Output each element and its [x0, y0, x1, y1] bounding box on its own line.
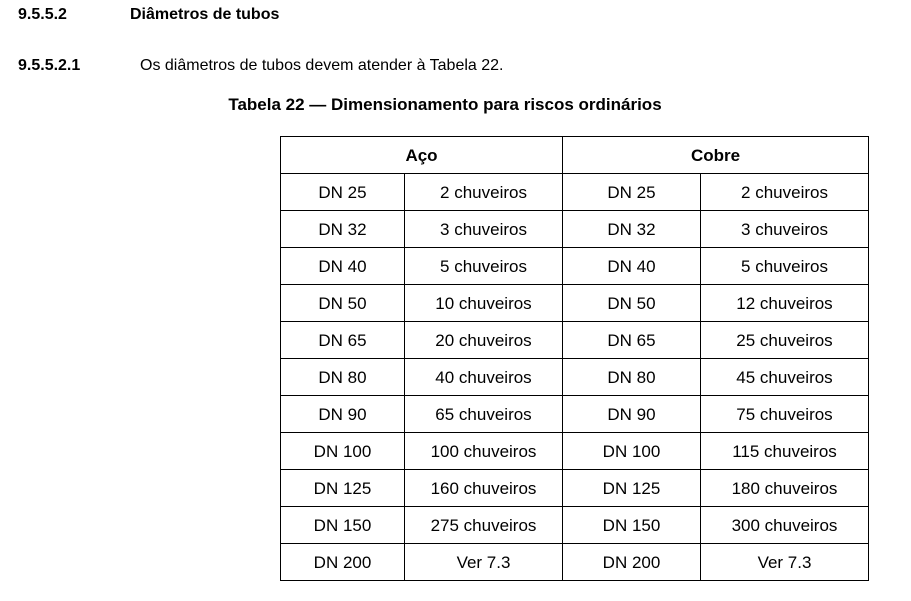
cell-cobre-dn: DN 40: [562, 247, 701, 285]
table-body: DN 25 2 chuveiros DN 25 2 chuveiros DN 32 3 c…: [280, 173, 869, 581]
cell-cobre-quantity: 5 chuveiros: [700, 247, 869, 285]
column-group-header-aco: Aço: [280, 136, 563, 174]
dimensionamento-table: Aço Cobre DN 25 2 chuveiros DN 25 2 chuveir…: [280, 136, 869, 581]
clause-9-5-5-2: 9.5.5.2 Diâmetros de tubos: [18, 6, 279, 24]
cell-aco-dn: DN 65: [280, 321, 405, 359]
table-row: DN 32 3 chuveiros DN 32 3 chuveiros: [280, 210, 869, 248]
cell-cobre-quantity: 45 chuveiros: [700, 358, 869, 396]
cell-cobre-dn: DN 80: [562, 358, 701, 396]
cell-aco-quantity: 160 chuveiros: [404, 469, 563, 507]
cell-aco-dn: DN 40: [280, 247, 405, 285]
cell-aco-quantity: 100 chuveiros: [404, 432, 563, 470]
cell-aco-quantity: Ver 7.3: [404, 543, 563, 581]
table-caption: Tabela 22 — Dimensionamento para riscos …: [228, 95, 662, 114]
cell-cobre-dn: DN 65: [562, 321, 701, 359]
table-row: DN 40 5 chuveiros DN 40 5 chuveiros: [280, 247, 869, 285]
table-row: DN 125 160 chuveiros DN 125 180 chuveiros: [280, 469, 869, 507]
clause-9-5-5-2-1: 9.5.5.2.1 Os diâmetros de tubos devem at…: [18, 57, 503, 75]
cell-aco-dn: DN 100: [280, 432, 405, 470]
table-row: DN 150 275 chuveiros DN 150 300 chuveiros: [280, 506, 869, 544]
cell-aco-dn: DN 25: [280, 173, 405, 211]
cell-aco-quantity: 65 chuveiros: [404, 395, 563, 433]
cell-cobre-dn: DN 32: [562, 210, 701, 248]
table-container: Aço Cobre DN 25 2 chuveiros DN 25 2 chuveir…: [280, 136, 869, 581]
cell-aco-quantity: 40 chuveiros: [404, 358, 563, 396]
cell-cobre-quantity: 180 chuveiros: [700, 469, 869, 507]
cell-aco-quantity: 10 chuveiros: [404, 284, 563, 322]
cell-cobre-dn: DN 25: [562, 173, 701, 211]
cell-aco-quantity: 3 chuveiros: [404, 210, 563, 248]
clause-body-text: Os diâmetros de tubos devem atender à Ta…: [140, 57, 504, 74]
cell-aco-dn: DN 50: [280, 284, 405, 322]
cell-aco-dn: DN 125: [280, 469, 405, 507]
column-group-header-cobre: Cobre: [562, 136, 869, 174]
cell-aco-dn: DN 32: [280, 210, 405, 248]
cell-cobre-quantity: 115 chuveiros: [700, 432, 869, 470]
cell-cobre-dn: DN 90: [562, 395, 701, 433]
cell-aco-dn: DN 200: [280, 543, 405, 581]
clause-number: 9.5.5.2.1: [18, 57, 81, 74]
table-row: DN 100 100 chuveiros DN 100 115 chuveiros: [280, 432, 869, 470]
table-row: DN 80 40 chuveiros DN 80 45 chuveiros: [280, 358, 869, 396]
table-header-row: Aço Cobre: [280, 136, 869, 174]
cell-aco-quantity: 2 chuveiros: [404, 173, 563, 211]
cell-cobre-quantity: Ver 7.3: [700, 543, 869, 581]
table-row: DN 65 20 chuveiros DN 65 25 chuveiros: [280, 321, 869, 359]
clause-title: Diâmetros de tubos: [130, 6, 280, 23]
cell-cobre-dn: DN 200: [562, 543, 701, 581]
table-row: DN 50 10 chuveiros DN 50 12 chuveiros: [280, 284, 869, 322]
cell-cobre-dn: DN 150: [562, 506, 701, 544]
table-row: DN 25 2 chuveiros DN 25 2 chuveiros: [280, 173, 869, 211]
cell-cobre-dn: DN 125: [562, 469, 701, 507]
cell-cobre-quantity: 75 chuveiros: [700, 395, 869, 433]
cell-aco-quantity: 20 chuveiros: [404, 321, 563, 359]
cell-aco-dn: DN 150: [280, 506, 405, 544]
cell-aco-dn: DN 80: [280, 358, 405, 396]
table-head: Aço Cobre: [280, 136, 869, 174]
cell-cobre-dn: DN 50: [562, 284, 701, 322]
cell-cobre-quantity: 25 chuveiros: [700, 321, 869, 359]
cell-cobre-quantity: 300 chuveiros: [700, 506, 869, 544]
table-row: DN 200 Ver 7.3 DN 200 Ver 7.3: [280, 543, 869, 581]
clause-number: 9.5.5.2: [18, 6, 67, 23]
cell-cobre-quantity: 2 chuveiros: [700, 173, 869, 211]
cell-aco-quantity: 5 chuveiros: [404, 247, 563, 285]
cell-cobre-quantity: 3 chuveiros: [700, 210, 869, 248]
cell-aco-dn: DN 90: [280, 395, 405, 433]
table-row: DN 90 65 chuveiros DN 90 75 chuveiros: [280, 395, 869, 433]
cell-aco-quantity: 275 chuveiros: [404, 506, 563, 544]
cell-cobre-dn: DN 100: [562, 432, 701, 470]
cell-cobre-quantity: 12 chuveiros: [700, 284, 869, 322]
